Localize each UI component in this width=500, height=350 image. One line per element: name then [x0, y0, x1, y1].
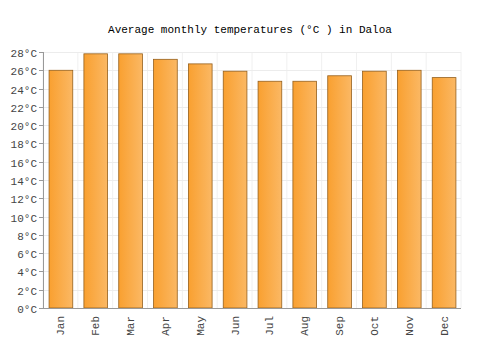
y-tick: [39, 235, 43, 236]
y-tick: [39, 107, 43, 108]
bar: [397, 70, 421, 308]
y-tick-label: 22°C: [11, 103, 38, 115]
bar: [119, 54, 143, 308]
bar: [293, 81, 317, 308]
y-tick: [39, 290, 43, 291]
x-tick-label: Mar: [125, 316, 137, 336]
y-tick-label: 12°C: [11, 194, 38, 206]
bar: [258, 81, 282, 308]
x-tick-label: Jun: [230, 316, 242, 336]
x-tick-label: May: [195, 316, 207, 336]
y-tick: [39, 70, 43, 71]
chart-container: Average monthly temperatures (°C ) in Da…: [0, 0, 500, 350]
y-tick-label: 6°C: [17, 249, 37, 261]
y-tick-label: 0°C: [17, 304, 37, 316]
y-tick: [39, 198, 43, 199]
y-axis: [43, 52, 44, 308]
chart-title: Average monthly temperatures (°C ) in Da…: [108, 24, 392, 36]
y-grid-line: [43, 52, 461, 53]
y-tick-label: 4°C: [17, 267, 37, 279]
x-tick-label: Jan: [55, 316, 67, 336]
x-tick-label: Apr: [160, 316, 172, 336]
chart-svg: Average monthly temperatures (°C ) in Da…: [0, 0, 500, 350]
y-tick-label: 14°C: [11, 176, 38, 188]
x-tick-label: Jul: [264, 316, 276, 336]
y-tick: [39, 52, 43, 53]
y-tick-label: 18°C: [11, 139, 38, 151]
x-tick-label: Dec: [439, 316, 451, 336]
x-tick-label: Nov: [404, 316, 416, 336]
y-tick: [39, 143, 43, 144]
y-tick: [39, 180, 43, 181]
y-grid-line: [43, 308, 461, 309]
bar: [49, 70, 73, 308]
y-tick-label: 8°C: [17, 231, 37, 243]
y-tick-label: 24°C: [11, 85, 38, 97]
x-tick-label: Aug: [299, 316, 311, 336]
y-tick: [39, 162, 43, 163]
y-tick: [39, 271, 43, 272]
x-tick-label: Sep: [334, 316, 346, 336]
bar: [223, 71, 247, 308]
y-tick-label: 28°C: [11, 48, 38, 60]
y-tick-label: 2°C: [17, 286, 37, 298]
x-tick-label: Oct: [369, 316, 381, 336]
bar: [154, 59, 178, 308]
bar: [188, 64, 212, 308]
y-tick: [39, 89, 43, 90]
bars: [49, 54, 456, 308]
x-axis: [43, 308, 461, 309]
y-tick-label: 10°C: [11, 213, 38, 225]
grid: [43, 52, 461, 309]
bar: [328, 76, 352, 308]
bar: [432, 78, 456, 308]
y-tick: [39, 217, 43, 218]
y-tick: [39, 308, 43, 309]
bar: [363, 71, 387, 308]
x-tick-label: Feb: [90, 316, 102, 336]
y-tick: [39, 253, 43, 254]
y-tick-label: 20°C: [11, 121, 38, 133]
bar: [84, 54, 108, 308]
y-tick-label: 26°C: [11, 66, 38, 78]
y-tick-label: 16°C: [11, 158, 38, 170]
y-tick: [39, 125, 43, 126]
